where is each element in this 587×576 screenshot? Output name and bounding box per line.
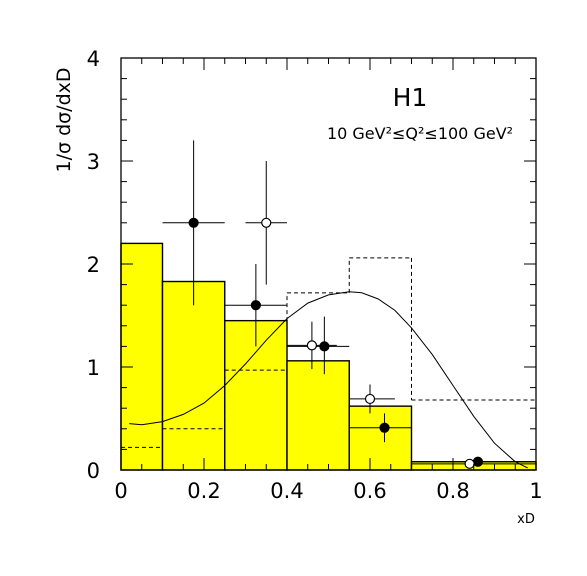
dashed-bin-1 bbox=[162, 428, 225, 448]
dashed-bin-3 bbox=[286, 292, 350, 371]
x-tick-label-1: 0.2 bbox=[187, 479, 220, 503]
x-axis-label: xD bbox=[517, 512, 535, 527]
filled-bin-4 bbox=[348, 405, 413, 471]
dashed-bin-2 bbox=[224, 369, 287, 429]
dashed-histogram bbox=[121, 257, 536, 448]
y-tick-label-4: 4 bbox=[87, 47, 100, 71]
annotation-experiment: H1 bbox=[393, 83, 428, 112]
y-tick-label-3: 3 bbox=[87, 150, 100, 174]
theory-curve bbox=[129, 291, 528, 469]
points-open-point-1 bbox=[306, 340, 317, 351]
points-filled-point-0 bbox=[188, 217, 199, 228]
x-tick-label-3: 0.6 bbox=[353, 479, 386, 503]
x-tick-label-4: 0.8 bbox=[436, 479, 469, 503]
points-open-point-2 bbox=[364, 393, 376, 405]
points-open-point-0 bbox=[261, 217, 272, 228]
filled-bin-0 bbox=[120, 242, 164, 471]
y-tick-label-0: 0 bbox=[87, 459, 100, 483]
y-tick-label-2: 2 bbox=[87, 253, 100, 277]
filled-bin-1 bbox=[161, 280, 226, 471]
points-filled-point-4 bbox=[472, 456, 483, 467]
filled-histogram bbox=[120, 242, 537, 471]
x-tick-label-2: 0.4 bbox=[270, 479, 303, 503]
x-tick-label-0: 0 bbox=[114, 479, 127, 503]
filled-bin-3 bbox=[286, 360, 350, 471]
points-filled-point-3 bbox=[379, 422, 390, 433]
data-points bbox=[188, 217, 483, 469]
points-filled-point-1 bbox=[250, 300, 261, 311]
points-open-point-3 bbox=[464, 458, 475, 469]
y-axis-label: 1/σ dσ/dxD bbox=[53, 67, 75, 172]
dashed-bin-4 bbox=[348, 257, 412, 293]
x-tick-label-5: 1 bbox=[529, 479, 542, 503]
annotation-kinematic-range: 10 GeV²≤Q²≤100 GeV² bbox=[327, 124, 513, 143]
y-tick-label-1: 1 bbox=[87, 356, 100, 380]
axis-ticks: 0 0.2 0.4 0.6 0.8 1 0 1 2 3 4 bbox=[87, 47, 543, 503]
points-filled-point-2 bbox=[319, 341, 330, 352]
dashed-bin-5 bbox=[411, 257, 536, 401]
